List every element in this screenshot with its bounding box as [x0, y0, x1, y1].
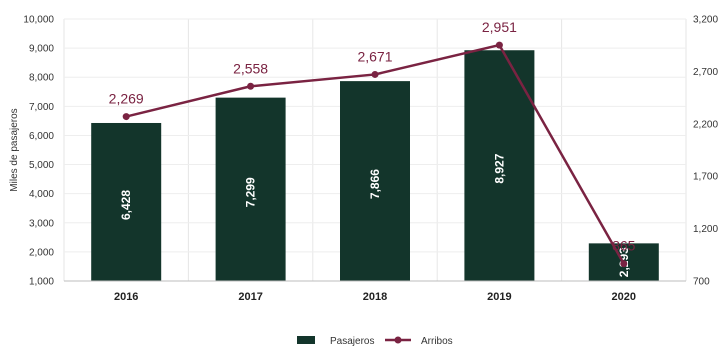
legend: Pasajeros Arribos	[297, 336, 453, 347]
left-axis-tick-label: 6,000	[29, 131, 54, 142]
category-axis-labels: 2016 2017 2018 2019 2020	[114, 291, 636, 303]
line-series: 2,269 2,558 2,671 2,951 865	[109, 19, 636, 268]
right-axis-ticks: 700 1,200 1,700 2,200 2,700 3,200	[693, 15, 718, 288]
legend-label-pasajeros: Pasajeros	[330, 336, 374, 347]
left-axis-tick-label: 3,000	[29, 218, 54, 229]
right-axis-tick-label: 1,200	[693, 224, 718, 235]
bar	[91, 122, 162, 281]
left-axis-tick-label: 10,000	[23, 15, 54, 26]
right-axis-tick-label: 2,200	[693, 119, 718, 130]
right-axis-tick-label: 700	[693, 277, 710, 288]
bar	[340, 81, 410, 281]
left-axis-tick-label: 7,000	[29, 102, 54, 113]
bar	[464, 50, 535, 281]
line-value-label: 2,558	[233, 60, 268, 76]
category-label: 2017	[238, 291, 262, 303]
line-value-label: 2,269	[109, 91, 144, 107]
line-value-label: 2,951	[482, 19, 517, 35]
left-axis-tick-label: 9,000	[29, 44, 54, 55]
bar-value-label: 7,866	[368, 169, 382, 199]
right-axis-tick-label: 1,700	[693, 172, 718, 183]
legend-swatch-pasajeros	[297, 336, 315, 344]
legend-marker-arribos	[394, 336, 402, 344]
right-axis-tick-label: 2,700	[693, 67, 718, 78]
line-point	[122, 113, 130, 121]
left-axis-tick-label: 1,000	[29, 277, 54, 288]
left-axis-tick-label: 5,000	[29, 160, 54, 171]
left-axis-ticks: 1,000 2,000 3,000 4,000 5,000 6,000 7,000 8,000…	[23, 15, 54, 288]
category-label: 2020	[612, 291, 636, 303]
bar-value-label: 6,428	[119, 190, 133, 220]
category-label: 2019	[487, 291, 511, 303]
bar-value-label: 7,299	[244, 177, 258, 207]
line-point	[247, 82, 255, 90]
line-point	[620, 260, 628, 268]
line-point	[495, 41, 503, 49]
category-label: 2018	[363, 291, 387, 303]
line-value-label: 865	[612, 238, 636, 254]
left-axis-tick-label: 8,000	[29, 73, 54, 84]
right-axis-tick-label: 3,200	[693, 15, 718, 26]
left-axis-title: Miles de pasajeros	[9, 108, 20, 191]
legend-label-arribos: Arribos	[421, 336, 453, 347]
line-value-label: 2,671	[357, 48, 392, 64]
left-axis-tick-label: 4,000	[29, 189, 54, 200]
bar-value-label: 8,927	[492, 153, 506, 183]
category-label: 2016	[114, 291, 138, 303]
bar	[215, 97, 286, 281]
left-axis-tick-label: 2,000	[29, 247, 54, 258]
line-point	[371, 70, 379, 78]
